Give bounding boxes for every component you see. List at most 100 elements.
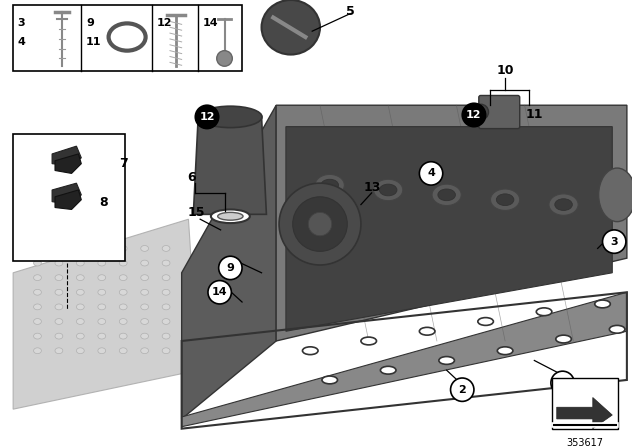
- Ellipse shape: [55, 289, 63, 295]
- Ellipse shape: [321, 179, 339, 191]
- Circle shape: [219, 256, 242, 280]
- Ellipse shape: [33, 289, 42, 295]
- Text: 14: 14: [203, 17, 219, 27]
- Circle shape: [18, 149, 42, 172]
- FancyBboxPatch shape: [13, 5, 242, 71]
- Circle shape: [208, 280, 231, 304]
- Ellipse shape: [33, 275, 42, 280]
- Ellipse shape: [98, 260, 106, 266]
- Ellipse shape: [549, 194, 578, 215]
- Ellipse shape: [162, 333, 170, 339]
- Ellipse shape: [119, 275, 127, 280]
- Ellipse shape: [33, 319, 42, 324]
- Ellipse shape: [432, 184, 461, 206]
- Ellipse shape: [33, 260, 42, 266]
- Ellipse shape: [119, 348, 127, 353]
- Ellipse shape: [438, 189, 456, 201]
- Text: 1: 1: [559, 378, 566, 388]
- Text: 12: 12: [156, 17, 172, 27]
- Ellipse shape: [556, 335, 572, 343]
- Text: 15: 15: [188, 206, 205, 219]
- Ellipse shape: [609, 325, 625, 333]
- Ellipse shape: [141, 304, 148, 310]
- Ellipse shape: [98, 333, 106, 339]
- Ellipse shape: [162, 319, 170, 324]
- Circle shape: [308, 212, 332, 236]
- Ellipse shape: [374, 179, 403, 201]
- Ellipse shape: [303, 347, 318, 355]
- Ellipse shape: [33, 304, 42, 310]
- Text: 14: 14: [212, 287, 227, 297]
- Text: 10: 10: [497, 64, 514, 77]
- Ellipse shape: [119, 304, 127, 310]
- Ellipse shape: [76, 289, 84, 295]
- Ellipse shape: [98, 246, 106, 251]
- Ellipse shape: [76, 275, 84, 280]
- Ellipse shape: [33, 246, 42, 251]
- Ellipse shape: [76, 319, 84, 324]
- Polygon shape: [52, 146, 81, 166]
- Circle shape: [279, 183, 361, 265]
- Ellipse shape: [162, 260, 170, 266]
- Ellipse shape: [76, 304, 84, 310]
- Polygon shape: [182, 292, 627, 426]
- Text: 11: 11: [86, 37, 102, 47]
- Circle shape: [292, 197, 348, 251]
- FancyBboxPatch shape: [13, 134, 125, 261]
- Ellipse shape: [119, 319, 127, 324]
- Ellipse shape: [478, 318, 493, 325]
- Text: 7: 7: [119, 157, 127, 170]
- Ellipse shape: [218, 212, 243, 220]
- Ellipse shape: [439, 357, 454, 364]
- Text: 4: 4: [427, 168, 435, 178]
- Ellipse shape: [536, 308, 552, 316]
- Polygon shape: [286, 127, 612, 331]
- Ellipse shape: [490, 189, 520, 211]
- Ellipse shape: [141, 289, 148, 295]
- Ellipse shape: [98, 319, 106, 324]
- Text: 3: 3: [26, 149, 33, 159]
- Text: 8: 8: [99, 196, 108, 209]
- Ellipse shape: [76, 246, 84, 251]
- Circle shape: [602, 230, 626, 253]
- Ellipse shape: [98, 275, 106, 280]
- Ellipse shape: [497, 194, 514, 206]
- Ellipse shape: [55, 304, 63, 310]
- Ellipse shape: [380, 366, 396, 374]
- Ellipse shape: [419, 327, 435, 335]
- Circle shape: [551, 371, 574, 395]
- Polygon shape: [52, 183, 81, 205]
- Ellipse shape: [211, 210, 250, 223]
- Text: 353617: 353617: [566, 439, 604, 448]
- Text: 11: 11: [525, 108, 543, 121]
- Ellipse shape: [162, 348, 170, 353]
- Text: 6: 6: [187, 171, 196, 184]
- Text: 9: 9: [86, 17, 94, 27]
- Text: 2: 2: [458, 385, 466, 395]
- Ellipse shape: [119, 289, 127, 295]
- Ellipse shape: [55, 333, 63, 339]
- Polygon shape: [182, 105, 276, 419]
- Circle shape: [451, 378, 474, 401]
- Ellipse shape: [322, 376, 337, 384]
- Circle shape: [419, 162, 443, 185]
- Text: 12: 12: [466, 110, 482, 120]
- Circle shape: [473, 104, 488, 120]
- Ellipse shape: [380, 184, 397, 196]
- Ellipse shape: [76, 260, 84, 266]
- Ellipse shape: [33, 333, 42, 339]
- Text: 12: 12: [199, 112, 215, 122]
- Ellipse shape: [262, 0, 320, 55]
- Circle shape: [19, 143, 40, 165]
- Polygon shape: [13, 219, 198, 409]
- Ellipse shape: [55, 260, 63, 266]
- Ellipse shape: [595, 300, 611, 308]
- Ellipse shape: [141, 260, 148, 266]
- Ellipse shape: [598, 168, 636, 222]
- Ellipse shape: [76, 333, 84, 339]
- Circle shape: [462, 103, 486, 127]
- Ellipse shape: [55, 275, 63, 280]
- Text: 3: 3: [611, 237, 618, 246]
- Circle shape: [217, 51, 232, 66]
- Ellipse shape: [198, 106, 262, 128]
